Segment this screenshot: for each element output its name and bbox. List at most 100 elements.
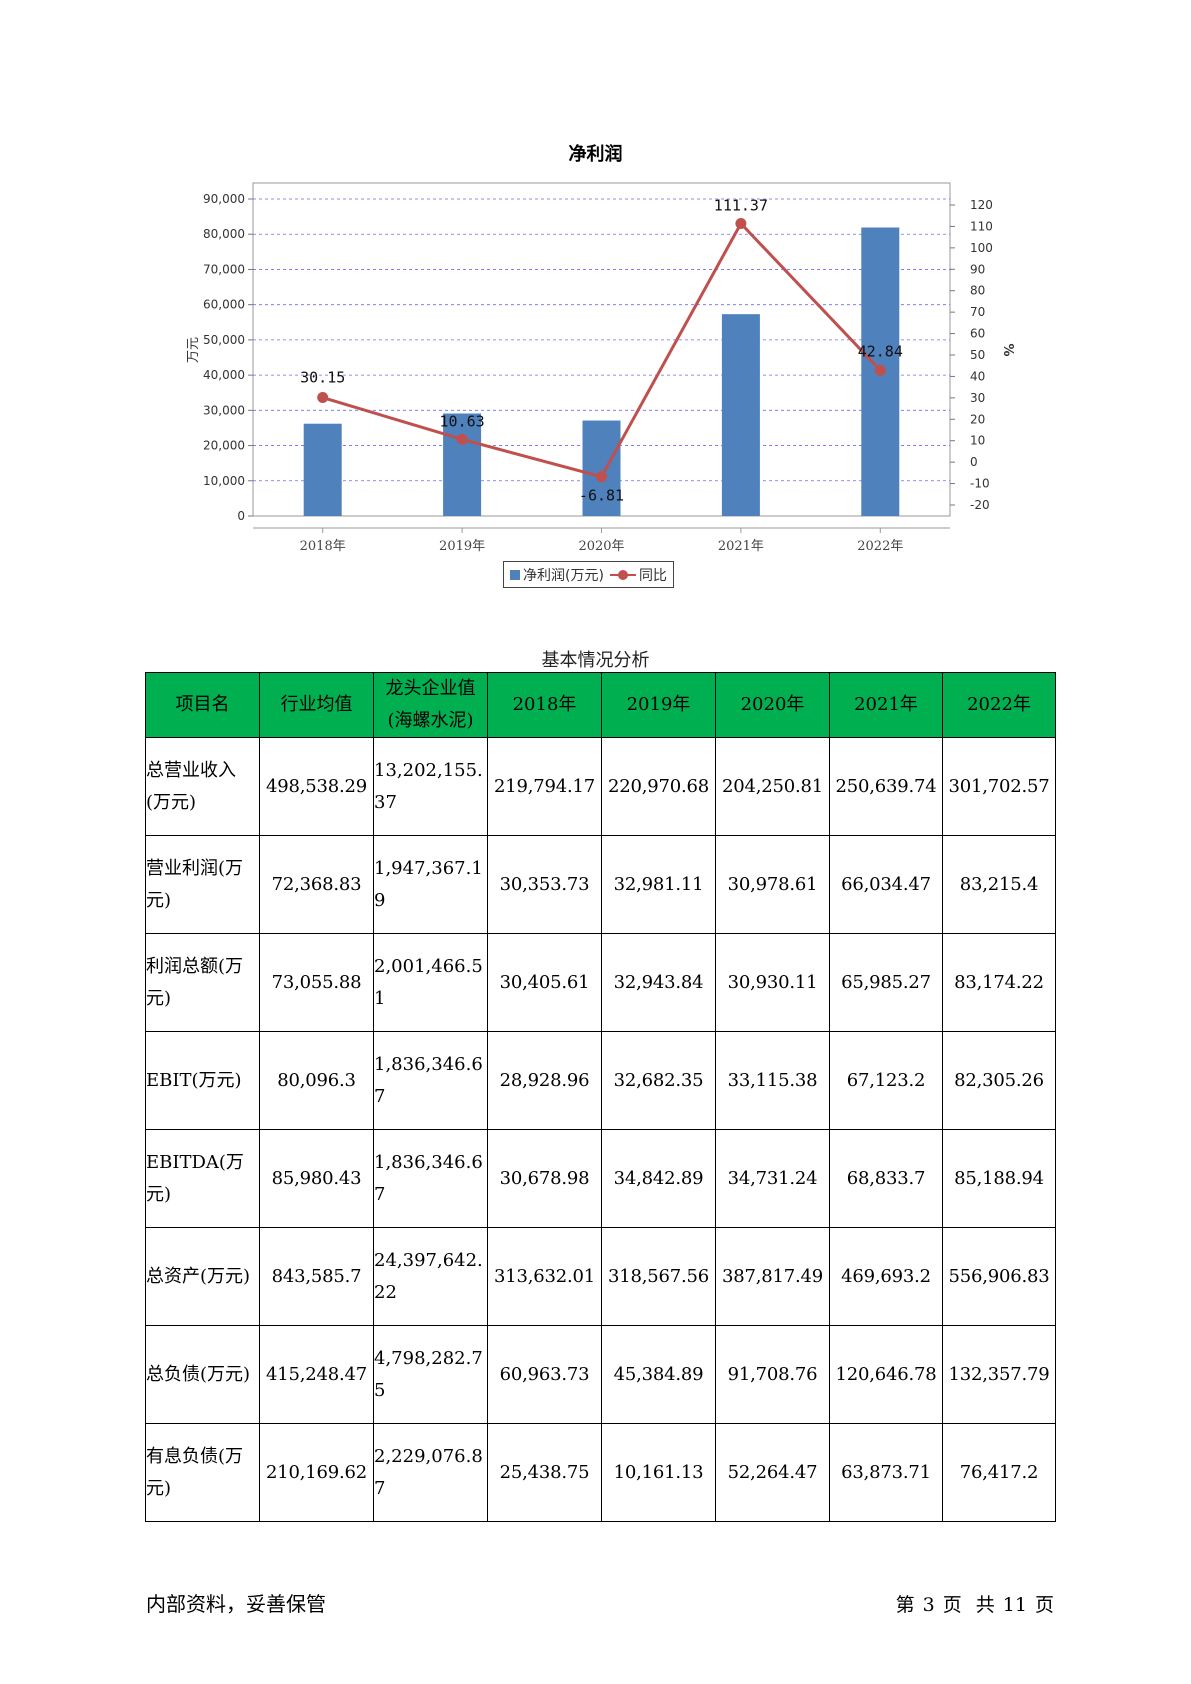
row-label: EBITDA(万元) [145, 1129, 260, 1228]
y-right-tick-label: 10 [970, 434, 985, 448]
cell-2022: 556,906.83 [942, 1227, 1056, 1326]
cell-2021: 250,639.74 [829, 737, 943, 836]
cell-2018: 313,632.01 [487, 1227, 602, 1326]
y-right-tick-label: 30 [970, 391, 985, 405]
row-label: 营业利润(万元) [145, 835, 260, 934]
cell-leader-value: 13,202,155.37 [373, 737, 488, 836]
cell-2021: 63,873.71 [829, 1423, 943, 1522]
y-right-tick-label: 0 [970, 455, 978, 469]
header-2021: 2021年 [829, 672, 943, 738]
y-tick-label: 20,000 [203, 439, 245, 453]
cell-industry-avg: 73,055.88 [259, 933, 374, 1032]
cell-2019: 45,384.89 [601, 1325, 716, 1424]
y-right-tick-label: 120 [970, 198, 993, 212]
data-label: 10.63 [440, 412, 485, 430]
yoy-point [735, 217, 747, 229]
y-right-tick-label: 50 [970, 348, 985, 362]
y-right-tick-label: 110 [970, 219, 993, 233]
y-right-tick-label: 40 [970, 369, 985, 383]
cell-2022: 83,174.22 [942, 933, 1056, 1032]
y-right-tick-label: -10 [970, 477, 990, 491]
cell-2022: 85,188.94 [942, 1129, 1056, 1228]
data-label: -6.81 [579, 487, 624, 505]
table-header-row: 项目名 行业均值 龙头企业值(海螺水泥) 2018年 2019年 2020年 2… [145, 672, 1056, 738]
y-tick-label: 70,000 [203, 262, 245, 276]
bar [582, 420, 621, 516]
y-tick-label: 80,000 [203, 227, 245, 241]
data-label: 30.15 [300, 369, 345, 387]
total-prefix: 共 [975, 1594, 995, 1616]
y-tick-label: 50,000 [203, 333, 245, 347]
x-tick-label: 2021年 [718, 539, 764, 554]
cell-2018: 28,928.96 [487, 1031, 602, 1130]
cell-2019: 10,161.13 [601, 1423, 716, 1522]
y-right-tick-label: 70 [970, 305, 985, 319]
cell-industry-avg: 72,368.83 [259, 835, 374, 934]
legend-label-net-profit: 净利润(万元) [523, 567, 604, 584]
cell-industry-avg: 85,980.43 [259, 1129, 374, 1228]
legend-label-yoy: 同比 [638, 567, 667, 584]
data-label: 111.37 [714, 196, 768, 214]
cell-2021: 66,034.47 [829, 835, 943, 934]
table-row: 利润总额(万元) 73,055.88 2,001,466.51 30,405.6… [145, 933, 1056, 1032]
cell-2022: 76,417.2 [942, 1423, 1056, 1522]
row-label: 总营业收入(万元) [145, 737, 260, 836]
cell-2021: 120,646.78 [829, 1325, 943, 1424]
y-tick-label: 90,000 [203, 192, 245, 206]
y-right-tick-label: 20 [970, 412, 985, 426]
row-label: EBIT(万元) [145, 1031, 260, 1130]
legend-item-yoy: 同比 [609, 565, 667, 585]
y-tick-label: 10,000 [203, 474, 245, 488]
y-right-tick-label: 100 [970, 241, 993, 255]
cell-2020: 34,731.24 [715, 1129, 830, 1228]
cell-2019: 32,943.84 [601, 933, 716, 1032]
header-industry-avg: 行业均值 [259, 672, 374, 738]
legend-line-swatch [609, 569, 636, 581]
total-unit: 页 [1034, 1594, 1054, 1616]
data-label: 42.84 [858, 342, 903, 360]
table-caption: 基本情况分析 [541, 650, 650, 671]
header-leader-value: 龙头企业值(海螺水泥) [373, 672, 488, 738]
cell-leader-value: 2,229,076.87 [373, 1423, 488, 1522]
header-2022: 2022年 [942, 672, 1056, 738]
cell-2020: 52,264.47 [715, 1423, 830, 1522]
bar [721, 314, 760, 516]
y-right-tick-label: 60 [970, 327, 985, 341]
cell-2021: 65,985.27 [829, 933, 943, 1032]
yoy-point [317, 392, 329, 404]
cell-2022: 132,357.79 [942, 1325, 1056, 1424]
cell-2020: 387,817.49 [715, 1227, 830, 1326]
page-prefix: 第 [895, 1594, 915, 1616]
chart-legend: 净利润(万元) 同比 [503, 561, 674, 588]
row-label: 有息负债(万元) [145, 1423, 260, 1522]
cell-industry-avg: 498,538.29 [259, 737, 374, 836]
y-tick-label: 0 [237, 509, 245, 523]
cell-2019: 220,970.68 [601, 737, 716, 836]
legend-item-net-profit: 净利润(万元) [510, 565, 604, 585]
cell-2022: 301,702.57 [942, 737, 1056, 836]
row-label: 利润总额(万元) [145, 933, 260, 1032]
cell-leader-value: 4,798,282.75 [373, 1325, 488, 1424]
cell-2019: 32,981.11 [601, 835, 716, 934]
table-row: 有息负债(万元) 210,169.62 2,229,076.87 25,438.… [145, 1423, 1056, 1522]
cell-industry-avg: 843,585.7 [259, 1227, 374, 1326]
x-tick-label: 2020年 [578, 539, 624, 554]
cell-2020: 33,115.38 [715, 1031, 830, 1130]
table-row: 总资产(万元) 843,585.7 24,397,642.22 313,632.… [145, 1227, 1056, 1326]
cell-2020: 204,250.81 [715, 737, 830, 836]
bar [303, 423, 342, 516]
y-tick-label: 60,000 [203, 298, 245, 312]
cell-leader-value: 2,001,466.51 [373, 933, 488, 1032]
header-item-name: 项目名 [145, 672, 260, 738]
cell-2019: 34,842.89 [601, 1129, 716, 1228]
x-tick-label: 2019年 [439, 539, 485, 554]
y-right-tick-label: 80 [970, 284, 985, 298]
y-right-axis-label: % [1000, 343, 1015, 356]
table-row: EBITDA(万元) 85,980.43 1,836,346.67 30,678… [145, 1129, 1056, 1228]
cell-2022: 82,305.26 [942, 1031, 1056, 1130]
cell-2021: 469,693.2 [829, 1227, 943, 1326]
table-row: 总营业收入(万元) 498,538.29 13,202,155.37 219,7… [145, 737, 1056, 836]
bar [443, 413, 482, 516]
cell-2018: 30,678.98 [487, 1129, 602, 1228]
cell-leader-value: 24,397,642.22 [373, 1227, 488, 1326]
